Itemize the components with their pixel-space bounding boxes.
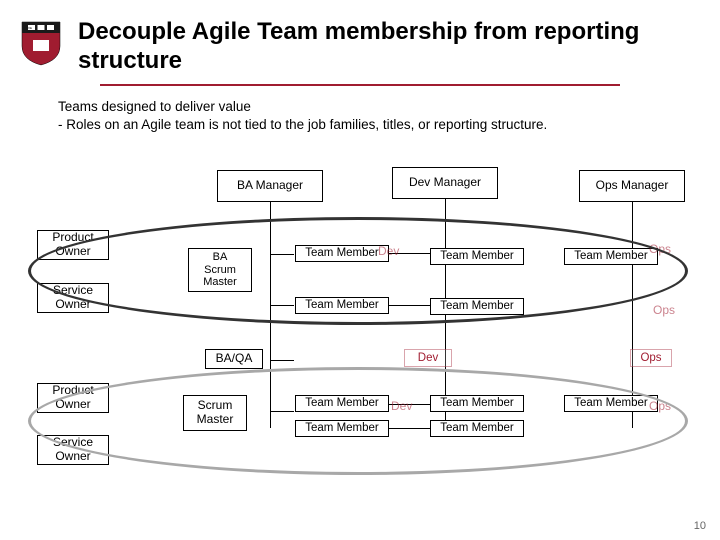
- team-member: Team Member: [430, 420, 524, 437]
- ghost-dev: Dev: [378, 244, 399, 258]
- ghost-dev: Dev: [391, 399, 412, 413]
- team-member: Team Member: [430, 248, 524, 265]
- team-member: Team Member: [295, 420, 389, 437]
- scrum-master-1: BA Scrum Master: [188, 248, 252, 292]
- subtitle: Teams designed to deliver value - Roles …: [0, 86, 720, 134]
- page-title: Decouple Agile Team membership from repo…: [78, 18, 700, 76]
- harvard-shield-icon: VE: [20, 18, 62, 66]
- ba-manager: BA Manager: [217, 170, 323, 202]
- ghost-ops: Ops: [649, 242, 671, 256]
- service-owner-1: Service Owner: [37, 283, 109, 313]
- team-member: Team Member: [430, 395, 524, 412]
- page-number: 10: [694, 520, 706, 532]
- ba-qa: BA/QA: [205, 349, 263, 369]
- team-member: Team Member: [295, 297, 389, 314]
- ghost-ops: Ops: [653, 303, 675, 317]
- team-member: Team Member: [430, 298, 524, 315]
- product-owner-1: Product Owner: [37, 230, 109, 260]
- service-owner-2: Service Owner: [37, 435, 109, 465]
- ghost-ops-box: Ops: [630, 349, 672, 367]
- team-member: Team Member: [295, 395, 389, 412]
- svg-text:VE: VE: [28, 26, 32, 30]
- scrum-master-2: Scrum Master: [183, 395, 247, 431]
- dev-manager: Dev Manager: [392, 167, 498, 199]
- team-member: Team Member: [564, 395, 658, 412]
- team-member: Team Member: [564, 248, 658, 265]
- ghost-dev-box: Dev: [404, 349, 452, 367]
- team-member: Team Member: [295, 245, 389, 262]
- product-owner-2: Product Owner: [37, 383, 109, 413]
- ghost-ops: Ops: [649, 399, 671, 413]
- org-diagram: BA Manager Dev Manager Ops Manager Produ…: [0, 155, 720, 515]
- ops-manager: Ops Manager: [579, 170, 685, 202]
